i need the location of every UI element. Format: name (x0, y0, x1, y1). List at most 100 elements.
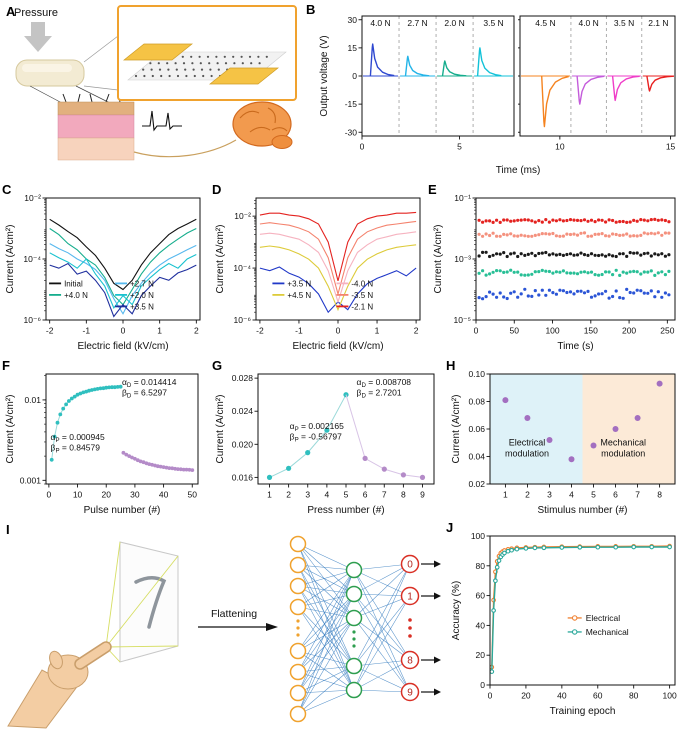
retention-series-2-point (540, 232, 544, 236)
retention-series-5-point (537, 293, 541, 297)
potentiation-point (90, 388, 94, 392)
retention-series-4-point (512, 270, 516, 274)
retention-series-5-point (663, 291, 667, 295)
y-tick-label: 10⁻⁶ (234, 315, 251, 325)
retention-series-2-point (621, 233, 625, 237)
nn-connection (297, 650, 355, 691)
retention-series-2-point (512, 234, 516, 238)
retention-series-4-point (621, 270, 625, 274)
nn-connection (353, 689, 411, 693)
retention-series-1-point (488, 219, 492, 223)
retention-series-3-point (579, 251, 583, 255)
mechanical-point (559, 545, 565, 550)
retention-series-5-point (516, 295, 520, 299)
skin-hypodermis (57, 137, 135, 161)
mechanical-point (541, 545, 547, 551)
retention-series-4-point (533, 270, 537, 274)
mechanical-point (496, 558, 502, 563)
press-potentiation-point (286, 465, 292, 471)
nn-connection (353, 617, 411, 661)
press-potentiation-point (324, 427, 330, 433)
retention-series-5-point (575, 289, 580, 293)
depression-point (155, 464, 160, 469)
nn-connection (297, 593, 355, 694)
retention-series-4-point (544, 269, 548, 273)
plot-frame (45, 373, 199, 485)
retention-series-2-point (642, 231, 646, 235)
retention-series-1-point (628, 220, 632, 224)
retention-series-1-point (663, 218, 667, 223)
stimulus-current-point (568, 456, 575, 463)
nn-connection (297, 564, 355, 595)
press-potentiation-point (343, 392, 349, 398)
x-tick-label: 4 (325, 490, 330, 500)
plot-frame (45, 197, 201, 321)
retention-series-4-point (484, 273, 488, 277)
flattening-label: Flattening (211, 608, 257, 620)
inset-leader-line (83, 35, 119, 63)
retention-series-4-point (632, 269, 636, 273)
retention-series-4-point (611, 273, 615, 277)
inset-leader-line (83, 85, 119, 91)
ray (105, 541, 121, 648)
annotation: αD = 0.008708 (357, 377, 412, 389)
retention-series-5-point (625, 287, 629, 291)
retention-series-4-point (604, 270, 608, 274)
retention-series-4-point (663, 273, 667, 277)
mechanical-point (532, 545, 538, 551)
panel-B-chart-positive: 4.0 N 2.7 N 2.0 N 3.5 N 0 5 -30 -15 0 15 30 Output … (319, 15, 515, 152)
retention-series-1-point (505, 218, 509, 222)
background-region (490, 374, 583, 484)
x-tick-label: 0 (474, 326, 479, 336)
y-tick-label: 10⁻² (24, 193, 41, 203)
nn-input-node (289, 684, 307, 702)
retention-series-4-point (526, 273, 530, 277)
y-tick-label: 10⁻² (234, 211, 251, 221)
lattice-atom (167, 68, 170, 71)
x-tick-label: -2 (256, 326, 264, 336)
y-tick-label: 10⁻⁴ (233, 263, 251, 273)
retention-series-3-point (614, 254, 618, 259)
nn-hidden-node (345, 609, 363, 627)
retention-series-4-point (561, 269, 565, 273)
nn-output-digit: 0 (407, 560, 413, 571)
retention-series-1-point (579, 219, 583, 223)
lattice-atom (151, 74, 154, 78)
annotation: αD = 0.014414 (122, 377, 177, 389)
plus-3.5N-line (259, 266, 417, 314)
x-tick-label: 1 (157, 326, 162, 336)
y-tick-label: 10⁻³ (454, 254, 471, 264)
retention-series-1-point (561, 219, 565, 223)
retention-series-5-point (554, 292, 558, 296)
lattice-atom (240, 55, 243, 58)
nn-connection (297, 593, 355, 715)
x-tick-label: 2 (194, 326, 199, 336)
lattice-atom (223, 55, 226, 58)
depression-point (150, 462, 155, 467)
retention-series-5-point (660, 295, 664, 299)
potentiation-point (52, 434, 57, 439)
retention-series-2-point (477, 232, 481, 236)
y-tick-label: 0 (480, 680, 485, 690)
annotation: αP = 0.000945 (51, 432, 105, 444)
stimulus-current-point (502, 397, 509, 404)
press-potentiation-point (266, 474, 273, 480)
x-tick-label: -1 (83, 326, 91, 336)
retention-series-2-point (628, 234, 632, 238)
retention-series-5-point (642, 291, 646, 295)
y-axis-label: Current (A/cm²) (5, 395, 16, 464)
retention-series-3-point (554, 253, 558, 257)
nn-connection (297, 689, 355, 694)
x-axis-label: Stimulus number (#) (537, 505, 627, 516)
nn-connection (297, 543, 355, 595)
panel-F-chart: 0 10 20 30 40 50 0.001 0.01 Pulse number (#) Curr… (5, 373, 199, 516)
x-tick-label: 100 (545, 326, 559, 336)
retention-series-1-point (597, 218, 601, 222)
panel-label-G: G (212, 358, 223, 373)
legend-label: +3.5 N (287, 279, 311, 288)
nerve-fiber (133, 139, 237, 158)
nn-connection (353, 563, 411, 619)
retention-series-1-point (484, 219, 488, 223)
nn-connection (297, 543, 355, 667)
depression-point (138, 459, 143, 464)
